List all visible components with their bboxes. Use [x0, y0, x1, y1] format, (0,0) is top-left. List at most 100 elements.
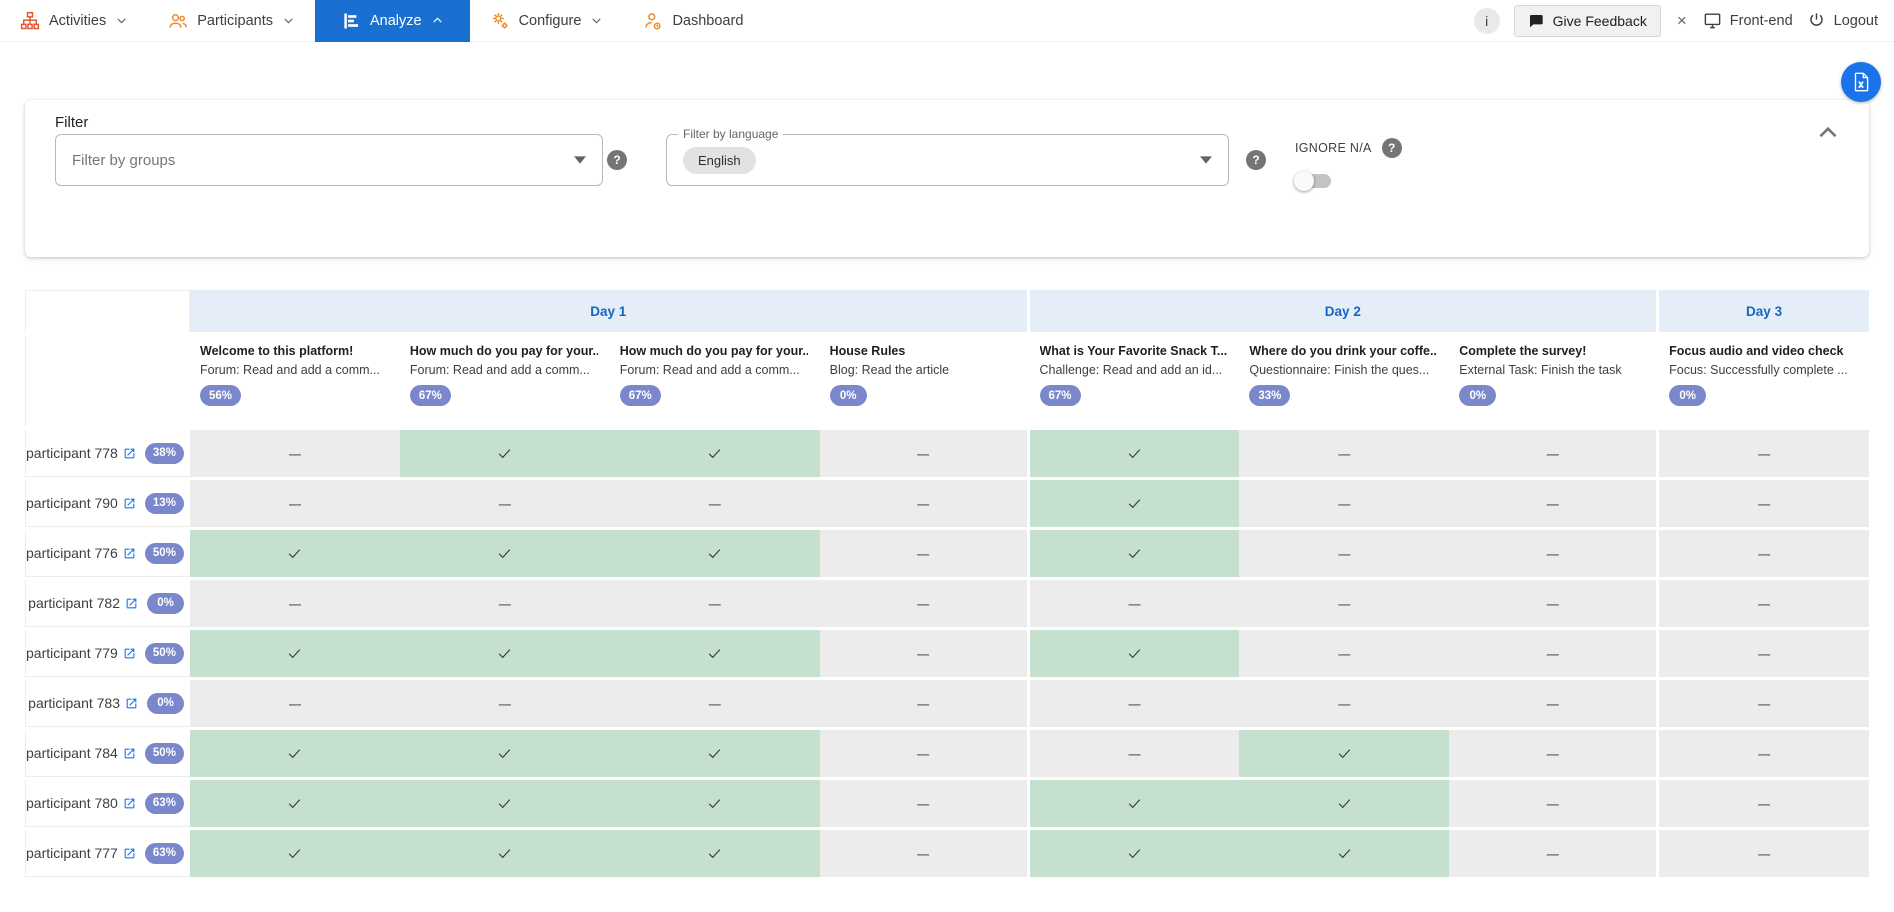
filter-by-groups-select[interactable]: Filter by groups [55, 134, 603, 186]
completion-cell: — [819, 830, 1030, 877]
groups-help-icon[interactable]: ? [607, 150, 627, 170]
ignore-na-toggle[interactable] [1294, 171, 1333, 191]
completion-cell: — [1659, 530, 1869, 577]
nav-item-label: Analyze [369, 12, 422, 29]
dash-icon: — [1758, 746, 1771, 761]
dash-icon: — [1758, 646, 1771, 661]
check-icon [708, 749, 721, 759]
nav-item-participants[interactable]: Participants [148, 0, 315, 42]
nav-item-dashboard[interactable]: Dashboard [623, 0, 763, 42]
matrix-header-spacer [25, 335, 190, 427]
completion-cell: — [1659, 680, 1869, 727]
dash-icon: — [917, 546, 930, 561]
participant-link[interactable]: participant 779 [26, 645, 136, 661]
completion-cell: — [1659, 780, 1869, 827]
participant-link[interactable]: participant 778 [26, 445, 136, 461]
dash-icon: — [917, 846, 930, 861]
completion-cell: — [609, 480, 820, 527]
dash-icon: — [708, 596, 721, 611]
chevron-down-icon [284, 18, 293, 24]
completion-cell [609, 830, 820, 877]
ignore-na-control: IGNORE N/A ? [1294, 138, 1402, 191]
completion-cell: — [819, 580, 1030, 627]
dash-icon: — [708, 696, 721, 711]
participant-link[interactable]: participant 776 [26, 545, 136, 561]
completion-cell [399, 780, 610, 827]
participant-link[interactable]: participant 783 [28, 695, 138, 711]
ignore-na-help-icon[interactable]: ? [1381, 138, 1402, 158]
external-link-icon [124, 498, 135, 508]
completion-cell [609, 730, 820, 777]
participant-link[interactable]: participant 784 [26, 745, 136, 761]
dash-icon: — [1338, 596, 1351, 611]
participant-row-label: participant 779 50% [25, 630, 190, 677]
activity-completion-badge: 0% [1669, 385, 1707, 406]
dash-icon: — [917, 796, 930, 811]
check-icon [499, 849, 511, 859]
completion-cell [399, 530, 610, 577]
completion-cell: — [819, 780, 1030, 827]
dash-icon: — [1338, 496, 1351, 511]
participant-link[interactable]: participant 790 [26, 495, 136, 511]
collapse-filter-button[interactable] [1815, 120, 1841, 151]
completion-cell [1029, 780, 1240, 827]
close-icon[interactable]: × [1676, 10, 1687, 30]
language-help-icon[interactable]: ? [1246, 150, 1266, 170]
language-field-label: Filter by language [678, 127, 784, 141]
participant-link[interactable]: participant 780 [26, 795, 136, 811]
filter-by-language-select[interactable]: Filter by language English [666, 127, 1229, 186]
power-icon [1809, 13, 1823, 26]
participant-link[interactable]: participant 777 [26, 845, 136, 861]
gears-icon [492, 12, 508, 29]
nav-item-configure[interactable]: Configure [470, 0, 624, 42]
logout-button[interactable]: Logout [1807, 11, 1878, 30]
check-icon [289, 649, 301, 659]
activity-column-header: Complete the survey! External Task: Finis… [1449, 335, 1660, 427]
participant-link[interactable]: participant 782 [28, 595, 138, 611]
nav-item-activities[interactable]: Activities [0, 0, 148, 42]
check-icon [708, 449, 721, 459]
participant-row-label: participant 778 38% [25, 430, 190, 477]
help-glyph: ? [613, 153, 621, 167]
give-feedback-button[interactable]: Give Feedback [1513, 4, 1661, 37]
completion-cell [609, 630, 820, 677]
completion-cell: — [1449, 630, 1660, 677]
participant-completion-badge: 0% [147, 692, 184, 714]
dash-icon: — [1338, 696, 1351, 711]
language-chip[interactable]: English [683, 146, 756, 174]
participant-row-label: participant 784 50% [25, 730, 190, 777]
activity-title: House Rules [829, 344, 906, 358]
check-icon [499, 549, 511, 559]
participant-row-label: participant 780 63% [25, 780, 190, 827]
participant-completion-badge: 63% [144, 792, 184, 814]
completion-cell [1239, 730, 1450, 777]
help-glyph: ? [1252, 153, 1260, 167]
nav-item-label: Dashboard [672, 12, 744, 29]
completion-cell [190, 530, 400, 577]
export-excel-button[interactable] [1841, 62, 1881, 102]
frontend-link[interactable]: Front-end [1703, 11, 1793, 30]
top-nav: Activities Participants Analyze Configur… [0, 0, 1894, 42]
completion-cell: — [819, 630, 1030, 677]
dash-icon: — [1546, 696, 1559, 711]
chevron-up-icon [1819, 126, 1837, 138]
activity-subtitle: Focus: Successfully complete ... [1669, 363, 1848, 377]
completion-cell: — [609, 580, 820, 627]
info-icon[interactable]: i [1473, 7, 1500, 34]
dash-icon: — [1758, 846, 1771, 861]
activity-column-header: Focus audio and video check Focus: Succes… [1659, 335, 1869, 427]
completion-cell [609, 530, 820, 577]
completion-cell: — [1239, 430, 1450, 477]
day-group-header: Day 2 [1029, 290, 1660, 332]
completion-cell: — [1449, 830, 1660, 877]
completion-cell: — [1449, 680, 1660, 727]
completion-cell [399, 430, 610, 477]
participant-completion-badge: 50% [144, 542, 184, 564]
nav-item-analyze[interactable]: Analyze [314, 0, 470, 42]
check-icon [1338, 749, 1351, 759]
check-icon [708, 799, 721, 809]
dash-icon: — [917, 446, 930, 461]
activity-subtitle: Blog: Read the article [829, 363, 950, 377]
check-icon [1128, 549, 1141, 559]
activity-title: How much do you pay for your... [619, 344, 808, 358]
